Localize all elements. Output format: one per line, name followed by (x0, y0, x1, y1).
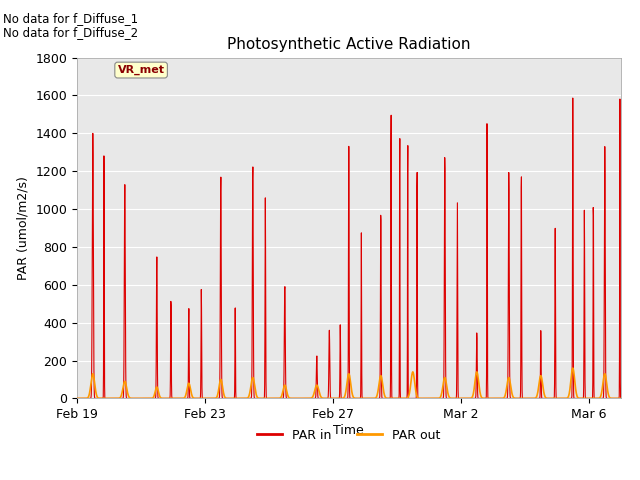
Text: VR_met: VR_met (118, 65, 164, 75)
Legend: PAR in, PAR out: PAR in, PAR out (252, 424, 445, 447)
Text: No data for f_Diffuse_1: No data for f_Diffuse_1 (3, 12, 138, 25)
Y-axis label: PAR (umol/m2/s): PAR (umol/m2/s) (17, 176, 29, 280)
Text: No data for f_Diffuse_2: No data for f_Diffuse_2 (3, 26, 138, 39)
X-axis label: Time: Time (333, 424, 364, 437)
Title: Photosynthetic Active Radiation: Photosynthetic Active Radiation (227, 37, 470, 52)
